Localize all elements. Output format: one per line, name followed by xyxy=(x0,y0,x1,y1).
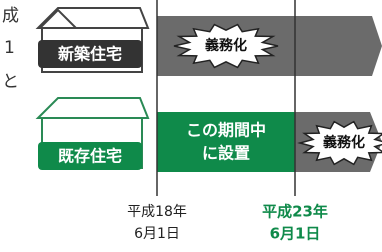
period-text: に設置 xyxy=(202,144,250,163)
side-text: 1 xyxy=(4,38,15,58)
date-label: 平成23年 xyxy=(262,203,328,221)
badge-text: 義務化 xyxy=(205,37,247,54)
date-label: 平成18年 xyxy=(127,204,187,220)
date-label: 6月1日 xyxy=(270,225,321,243)
side-text: と xyxy=(2,72,19,92)
period-text: この期間中 xyxy=(186,121,266,140)
house-label: 新築住宅 xyxy=(58,45,122,64)
badge-text: 義務化 xyxy=(323,134,365,151)
house-label: 既存住宅 xyxy=(58,147,122,166)
date-label: 6月1日 xyxy=(134,226,180,242)
diagram: 成 1 と 新築住宅 既存住宅 義務化 義務化 この期間中 に設置 平成18年 … xyxy=(0,0,382,248)
side-text: 成 xyxy=(2,6,19,26)
